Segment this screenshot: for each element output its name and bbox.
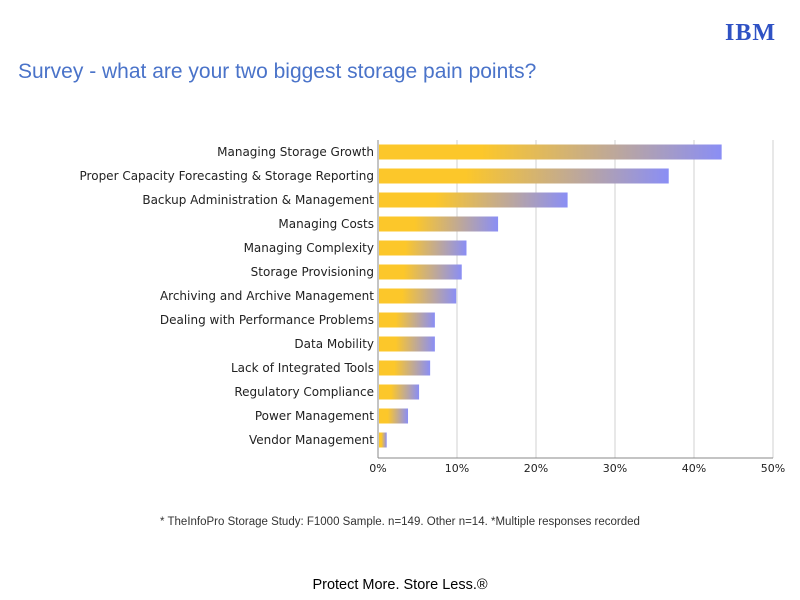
category-label: Regulatory Compliance	[234, 385, 374, 399]
x-tick-label: 10%	[445, 462, 469, 475]
bar	[379, 408, 409, 424]
x-tick-label: 40%	[682, 462, 706, 475]
category-label: Dealing with Performance Problems	[160, 313, 374, 327]
chart-bars	[379, 144, 722, 448]
footnote: * TheInfoPro Storage Study: F1000 Sample…	[160, 516, 640, 528]
category-labels: Managing Storage Growth Proper Capacity F…	[80, 145, 375, 447]
bar	[379, 288, 457, 304]
ibm-logo: IBM	[725, 20, 776, 46]
category-label: Power Management	[255, 409, 374, 423]
category-label: Managing Storage Growth	[217, 145, 374, 159]
x-tick-label: 30%	[603, 462, 627, 475]
bar	[379, 264, 462, 280]
tagline: Protect More. Store Less.®	[312, 577, 488, 593]
bar	[379, 432, 387, 448]
x-axis-ticks: 0% 10% 20% 30% 40% 50%	[369, 462, 785, 475]
bar	[379, 240, 467, 256]
bar	[379, 360, 431, 376]
x-tick-label: 20%	[524, 462, 548, 475]
category-label: Archiving and Archive Management	[160, 289, 374, 303]
category-label: Vendor Management	[249, 433, 374, 447]
bar-chart: Managing Storage Growth Proper Capacity F…	[80, 140, 785, 475]
category-label: Lack of Integrated Tools	[231, 361, 374, 375]
page-title: Survey - what are your two biggest stora…	[18, 60, 537, 83]
category-label: Backup Administration & Management	[142, 193, 374, 207]
x-tick-label: 50%	[761, 462, 785, 475]
bar	[379, 384, 420, 400]
x-tick-label: 0%	[369, 462, 386, 475]
category-label: Data Mobility	[294, 337, 374, 351]
category-label: Managing Costs	[278, 217, 374, 231]
bar	[379, 168, 669, 184]
bar	[379, 144, 722, 160]
bar	[379, 312, 435, 328]
bar	[379, 192, 568, 208]
bar	[379, 336, 435, 352]
bar	[379, 216, 499, 232]
category-label: Storage Provisioning	[251, 265, 374, 279]
category-label: Proper Capacity Forecasting & Storage Re…	[80, 169, 374, 183]
category-label: Managing Complexity	[244, 241, 374, 255]
